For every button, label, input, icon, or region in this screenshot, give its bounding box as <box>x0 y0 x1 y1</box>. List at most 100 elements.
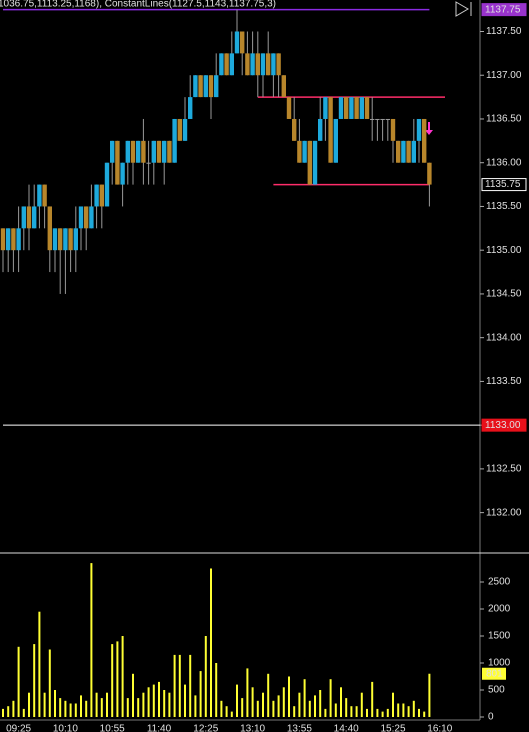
candle-body <box>0 228 6 251</box>
candle-body <box>375 118 380 120</box>
candle-body <box>11 228 16 251</box>
volume-bar <box>303 679 306 717</box>
volume-bar <box>298 692 301 717</box>
toolbar-icon[interactable] <box>455 1 472 17</box>
volume-bar <box>64 700 67 717</box>
volume-bar <box>256 700 259 717</box>
candle-body <box>286 97 292 119</box>
candle-body <box>182 118 188 141</box>
candle-body <box>349 97 354 119</box>
volume-bar <box>90 563 93 717</box>
volume-bar <box>293 706 296 717</box>
candle-body <box>208 75 214 98</box>
candle-body <box>385 118 390 120</box>
volume-bar <box>95 692 98 717</box>
volume-bar <box>7 706 10 717</box>
volume-bar <box>272 700 275 717</box>
volume-bar <box>54 689 56 717</box>
candle-body <box>73 228 78 251</box>
signal-arrow <box>425 122 433 135</box>
y-tick-label: 1136.00 <box>486 157 522 168</box>
candle-body <box>354 97 359 119</box>
candle-body <box>318 118 323 141</box>
volume-bar <box>194 695 197 717</box>
volume-bar <box>121 635 124 717</box>
volume-bar <box>428 673 431 717</box>
candle-body <box>188 97 193 119</box>
candle-body <box>58 228 63 251</box>
y-tick-label: 1135.50 <box>486 201 522 212</box>
volume-bar <box>184 684 186 717</box>
y-tick-label: 1135.00 <box>486 245 522 256</box>
candle-body <box>281 75 286 98</box>
candle-body <box>146 162 151 164</box>
volume-bar <box>288 676 290 717</box>
volume-bar <box>282 687 285 717</box>
volume-bar <box>345 698 348 717</box>
volume-bar <box>355 706 358 717</box>
candle-body <box>219 53 224 76</box>
play-icon[interactable] <box>455 1 469 17</box>
volume-bar <box>262 692 264 717</box>
candle-body <box>370 118 375 120</box>
candle-body <box>364 97 370 119</box>
candle-body <box>266 53 271 76</box>
candle-body <box>115 140 120 185</box>
y-tick-label: 500 <box>488 685 505 696</box>
candle-body <box>125 140 130 163</box>
volume-bar <box>392 692 394 717</box>
volume-bar <box>366 708 368 717</box>
volume-marker <box>482 667 506 680</box>
volume-bar <box>158 681 160 717</box>
candle-body <box>401 140 406 163</box>
candle-body <box>104 162 110 207</box>
y-tick-label: 1132.50 <box>486 464 522 475</box>
x-tick-label: 13:55 <box>287 724 312 732</box>
candle-body <box>406 140 411 163</box>
y-tick-label: 0 <box>488 712 494 723</box>
candle-body <box>255 53 260 76</box>
candle-body <box>338 97 344 119</box>
candle-body <box>396 140 401 163</box>
arrow-head <box>425 130 433 135</box>
candle-body <box>302 140 307 163</box>
volume-bar <box>142 692 145 717</box>
x-tick-label: 15:25 <box>380 724 405 732</box>
volume-bar <box>106 692 108 717</box>
candle-body <box>141 140 146 163</box>
volume-bar <box>210 568 212 717</box>
candle-body <box>172 118 177 163</box>
y-tick-label: 2000 <box>488 604 511 615</box>
x-tick-label: 16:10 <box>427 724 452 732</box>
candle-body <box>214 75 219 98</box>
candle-body <box>130 140 136 163</box>
price-marker <box>481 418 527 432</box>
volume-bar <box>324 708 327 717</box>
volume-bar <box>137 698 140 717</box>
candle-body <box>63 228 68 251</box>
volume-bar <box>163 689 166 717</box>
volume-bar <box>28 692 30 717</box>
volume-bar <box>116 641 119 717</box>
volume-bar <box>386 708 389 717</box>
volume-bar <box>376 708 379 717</box>
candle-body <box>26 206 32 229</box>
candle-body <box>250 53 255 76</box>
candle-body <box>136 140 141 163</box>
candle-body <box>422 118 427 163</box>
volume-bar <box>85 700 88 717</box>
volume-bar <box>38 611 41 717</box>
x-tick-label: 14:40 <box>334 724 359 732</box>
volume-bar <box>173 654 176 717</box>
volume-bar <box>204 635 207 717</box>
candle-body <box>94 184 99 207</box>
y-tick-label: 1133.50 <box>486 376 522 387</box>
volume-bar <box>199 671 202 717</box>
price-marker-label: 1135.75 <box>485 179 521 190</box>
x-tick-label: 09:25 <box>6 724 31 732</box>
volume-bar <box>220 700 223 717</box>
volume-bar <box>215 662 218 717</box>
y-tick-label: 1500 <box>488 631 511 642</box>
volume-bar <box>350 706 353 717</box>
